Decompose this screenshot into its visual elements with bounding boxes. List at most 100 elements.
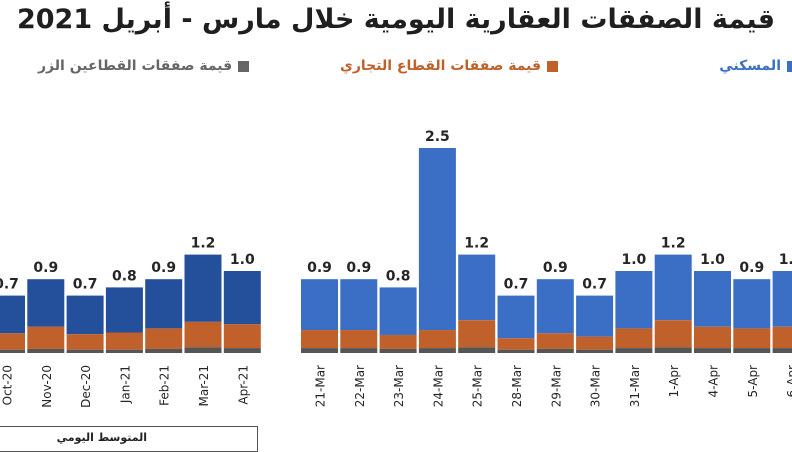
- value-label-monthly-5: 1.2: [191, 236, 216, 252]
- category-label-monthly-3: Jan-21: [118, 365, 132, 404]
- value-label-daily-12: 1.0: [779, 252, 792, 268]
- value-label-daily-1: 0.9: [346, 260, 371, 276]
- bar-agricultural-daily-4: [458, 347, 496, 353]
- bar-residential-monthly-1: [27, 279, 65, 327]
- bar-residential-monthly-2: [66, 295, 104, 335]
- bar-residential-daily-1: [340, 279, 378, 331]
- category-label-daily-4: 25-Mar: [471, 365, 485, 407]
- value-label-monthly-0: 0.7: [0, 277, 19, 293]
- bar-agricultural-daily-6: [536, 348, 574, 353]
- category-label-monthly-2: Dec-20: [79, 365, 93, 408]
- value-label-monthly-3: 0.8: [112, 268, 137, 284]
- bar-commercial-monthly-1: [27, 326, 65, 349]
- bar-residential-daily-3: [418, 148, 456, 331]
- value-label-daily-10: 1.0: [700, 252, 725, 268]
- value-label-daily-0: 0.9: [307, 260, 332, 276]
- legend-commercial: قيمة صفقات القطاع التجاري: [340, 58, 558, 74]
- category-label-monthly-1: Nov-20: [40, 365, 54, 408]
- category-label-daily-8: 31-Mar: [628, 365, 642, 407]
- bar-commercial-daily-12: [772, 326, 792, 349]
- bar-commercial-monthly-6: [223, 324, 261, 349]
- legend-agricultural-label: قيمة صفقات القطاعين الزر: [38, 58, 233, 74]
- bar-commercial-daily-1: [340, 330, 378, 349]
- daily-average-box: المتوسط اليومي: [0, 426, 258, 452]
- bar-residential-monthly-5: [184, 254, 222, 322]
- bar-agricultural-daily-9: [654, 347, 692, 353]
- value-label-monthly-6: 1.0: [230, 252, 255, 268]
- bar-agricultural-monthly-2: [66, 349, 104, 353]
- value-label-monthly-2: 0.7: [73, 277, 98, 293]
- value-label-daily-7: 0.7: [582, 277, 607, 293]
- bar-agricultural-daily-11: [733, 348, 771, 353]
- bar-commercial-monthly-4: [145, 328, 183, 349]
- bar-commercial-daily-9: [654, 320, 692, 348]
- bar-residential-daily-5: [497, 295, 535, 339]
- category-label-monthly-0: Oct-20: [1, 365, 15, 405]
- legend-residential-swatch: [787, 60, 792, 72]
- category-label-daily-12: 6-Apr: [785, 365, 792, 398]
- bar-residential-monthly-0: [0, 295, 25, 334]
- bar-commercial-monthly-2: [66, 334, 104, 350]
- bar-residential-daily-6: [536, 279, 574, 334]
- value-label-daily-11: 0.9: [739, 260, 764, 276]
- category-label-monthly-6: Apr-21: [236, 365, 250, 405]
- legend-residential-label: المسكني: [719, 58, 781, 74]
- bar-residential-daily-10: [694, 271, 731, 327]
- bar-agricultural-monthly-6: [223, 348, 261, 353]
- bar-agricultural-daily-1: [340, 348, 378, 353]
- value-label-monthly-1: 0.9: [33, 260, 58, 276]
- category-label-daily-6: 29-Mar: [549, 365, 563, 407]
- bar-residential-daily-9: [654, 254, 692, 321]
- bar-agricultural-monthly-4: [145, 348, 183, 353]
- bar-commercial-monthly-3: [105, 332, 143, 350]
- bar-commercial-daily-5: [497, 338, 535, 350]
- bar-residential-daily-11: [733, 279, 771, 329]
- value-label-daily-4: 1.2: [464, 236, 489, 252]
- bar-commercial-daily-10: [694, 326, 731, 349]
- bar-agricultural-daily-12: [772, 348, 792, 353]
- category-label-monthly-4: Feb-21: [158, 365, 172, 406]
- bar-commercial-monthly-5: [184, 321, 222, 348]
- bar-agricultural-daily-5: [497, 349, 535, 353]
- category-label-daily-10: 4-Apr: [707, 365, 721, 398]
- value-label-daily-3: 2.5: [425, 129, 450, 145]
- legend-commercial-swatch: [546, 60, 558, 72]
- bar-agricultural-daily-2: [379, 348, 417, 353]
- value-label-daily-9: 1.2: [661, 236, 686, 252]
- value-label-daily-5: 0.7: [504, 277, 529, 293]
- bar-agricultural-monthly-5: [184, 347, 222, 353]
- legend-agricultural: قيمة صفقات القطاعين الزر: [38, 58, 250, 74]
- bar-agricultural-daily-8: [615, 348, 653, 353]
- bar-commercial-daily-11: [733, 328, 771, 349]
- bar-residential-daily-8: [615, 271, 653, 329]
- legend-agricultural-swatch: [238, 60, 250, 72]
- value-label-daily-8: 1.0: [621, 252, 646, 268]
- value-label-daily-6: 0.9: [543, 260, 568, 276]
- bar-commercial-daily-6: [536, 333, 574, 349]
- category-label-monthly-5: Mar-21: [197, 365, 211, 406]
- bar-residential-daily-0: [301, 279, 338, 331]
- bar-commercial-daily-2: [379, 334, 417, 349]
- category-label-daily-2: 23-Mar: [392, 365, 406, 407]
- category-label-daily-9: 1-Apr: [667, 365, 681, 398]
- bar-commercial-daily-3: [418, 330, 456, 349]
- bar-agricultural-monthly-0: [0, 349, 25, 353]
- bar-residential-daily-12: [772, 271, 792, 327]
- category-label-daily-3: 24-Mar: [431, 365, 445, 407]
- bar-residential-daily-2: [379, 287, 417, 335]
- bar-commercial-daily-7: [576, 336, 614, 350]
- bar-agricultural-monthly-3: [105, 349, 143, 353]
- value-label-monthly-4: 0.9: [151, 260, 176, 276]
- chart-title: قيمة الصفقات العقارية اليومية خلال مارس …: [16, 4, 776, 35]
- value-label-daily-2: 0.8: [386, 268, 411, 284]
- bar-commercial-daily-8: [615, 328, 653, 349]
- bar-residential-monthly-6: [223, 271, 261, 325]
- category-label-daily-0: 21-Mar: [314, 365, 328, 407]
- legend-residential: المسكني: [719, 58, 792, 74]
- legend-commercial-label: قيمة صفقات القطاع التجاري: [340, 58, 541, 74]
- bar-commercial-monthly-0: [0, 333, 25, 350]
- bar-commercial-daily-4: [458, 320, 496, 348]
- category-label-daily-11: 5-Apr: [746, 365, 760, 398]
- bar-commercial-daily-0: [301, 330, 338, 349]
